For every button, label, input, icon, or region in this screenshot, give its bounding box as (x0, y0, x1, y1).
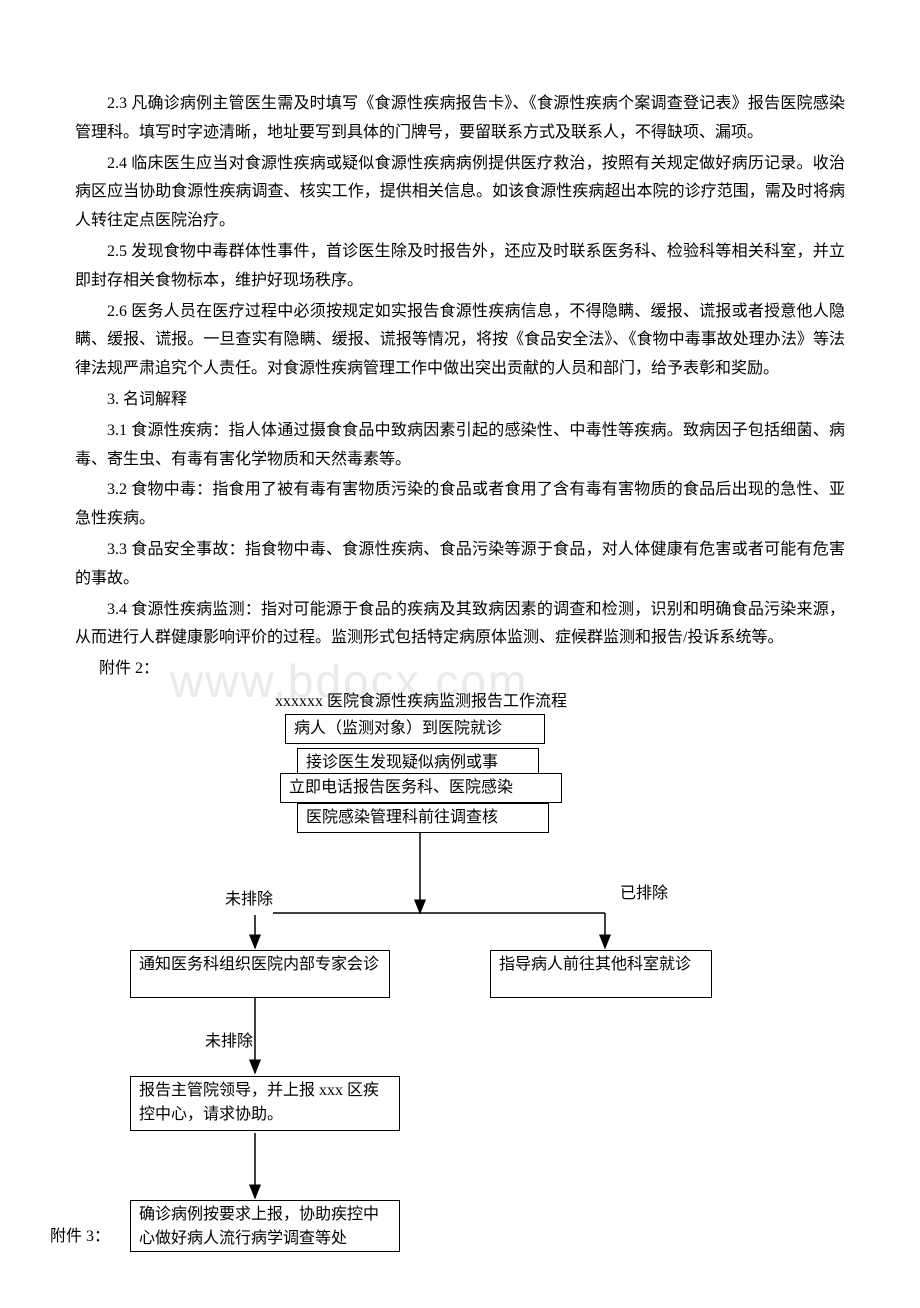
paragraph-2-4: 2.4 临床医生应当对食源性疾病或疑似食源性疾病病例提供医疗救治，按照有关规定做… (75, 150, 845, 236)
paragraph-2-3: 2.3 凡确诊病例主管医生需及时填写《食源性疾病报告卡》、《食源性疾病个案调查登… (75, 90, 845, 148)
paragraph-3-2: 3.2 食物中毒：指食用了被有毒有害物质污染的食品或者食用了含有毒有害物质的食品… (75, 476, 845, 534)
attachment-2-label: 附件 2： (75, 655, 845, 684)
attachment-3-label: 附件 3： (50, 1223, 110, 1252)
flow-box-3: 立即电话报告医务科、医院感染 (280, 773, 562, 803)
paragraph-3-heading: 3. 名词解释 (75, 386, 845, 415)
paragraph-2-6: 2.6 医务人员在医疗过程中必须按规定如实报告食源性疾病信息，不得隐瞒、缓报、谎… (75, 298, 845, 384)
paragraph-3-3: 3.3 食品安全事故：指食物中毒、食源性疾病、食品污染等源于食品，对人体健康有危… (75, 536, 845, 594)
flow-box-8: 确诊病例按要求上报，协助疾控中心做好病人流行病学调查等处 (130, 1200, 400, 1252)
flow-box-7: 报告主管院领导，并上报 xxx 区疾控中心，请求协助。 (130, 1076, 400, 1131)
flowchart-container: xxxxxx 医院食源性疾病监测报告工作流程 病人（监测对象）到医院就诊 接诊医… (75, 688, 845, 1268)
flow-label-left-1: 未排除 (225, 886, 273, 915)
flow-box-5: 通知医务科组织医院内部专家会诊 (130, 950, 390, 998)
flow-box-4: 医院感染管理科前往调查核 (297, 803, 549, 833)
document-content: 2.3 凡确诊病例主管医生需及时填写《食源性疾病报告卡》、《食源性疾病个案调查登… (75, 90, 845, 1268)
paragraph-2-5: 2.5 发现食物中毒群体性事件，首诊医生除及时报告外，还应及时联系医务科、检验科… (75, 238, 845, 296)
paragraph-3-1: 3.1 食源性疾病：指人体通过摄食食品中致病因素引起的感染性、中毒性等疾病。致病… (75, 417, 845, 475)
flow-label-right: 已排除 (620, 880, 668, 909)
flow-box-6: 指导病人前往其他科室就诊 (490, 950, 712, 998)
paragraph-3-4: 3.4 食源性疾病监测：指对可能源于食品的疾病及其致病因素的调查和检测，识别和明… (75, 596, 845, 654)
flow-label-left-2: 未排除 (205, 1028, 253, 1057)
flow-box-1: 病人（监测对象）到医院就诊 (285, 714, 545, 744)
